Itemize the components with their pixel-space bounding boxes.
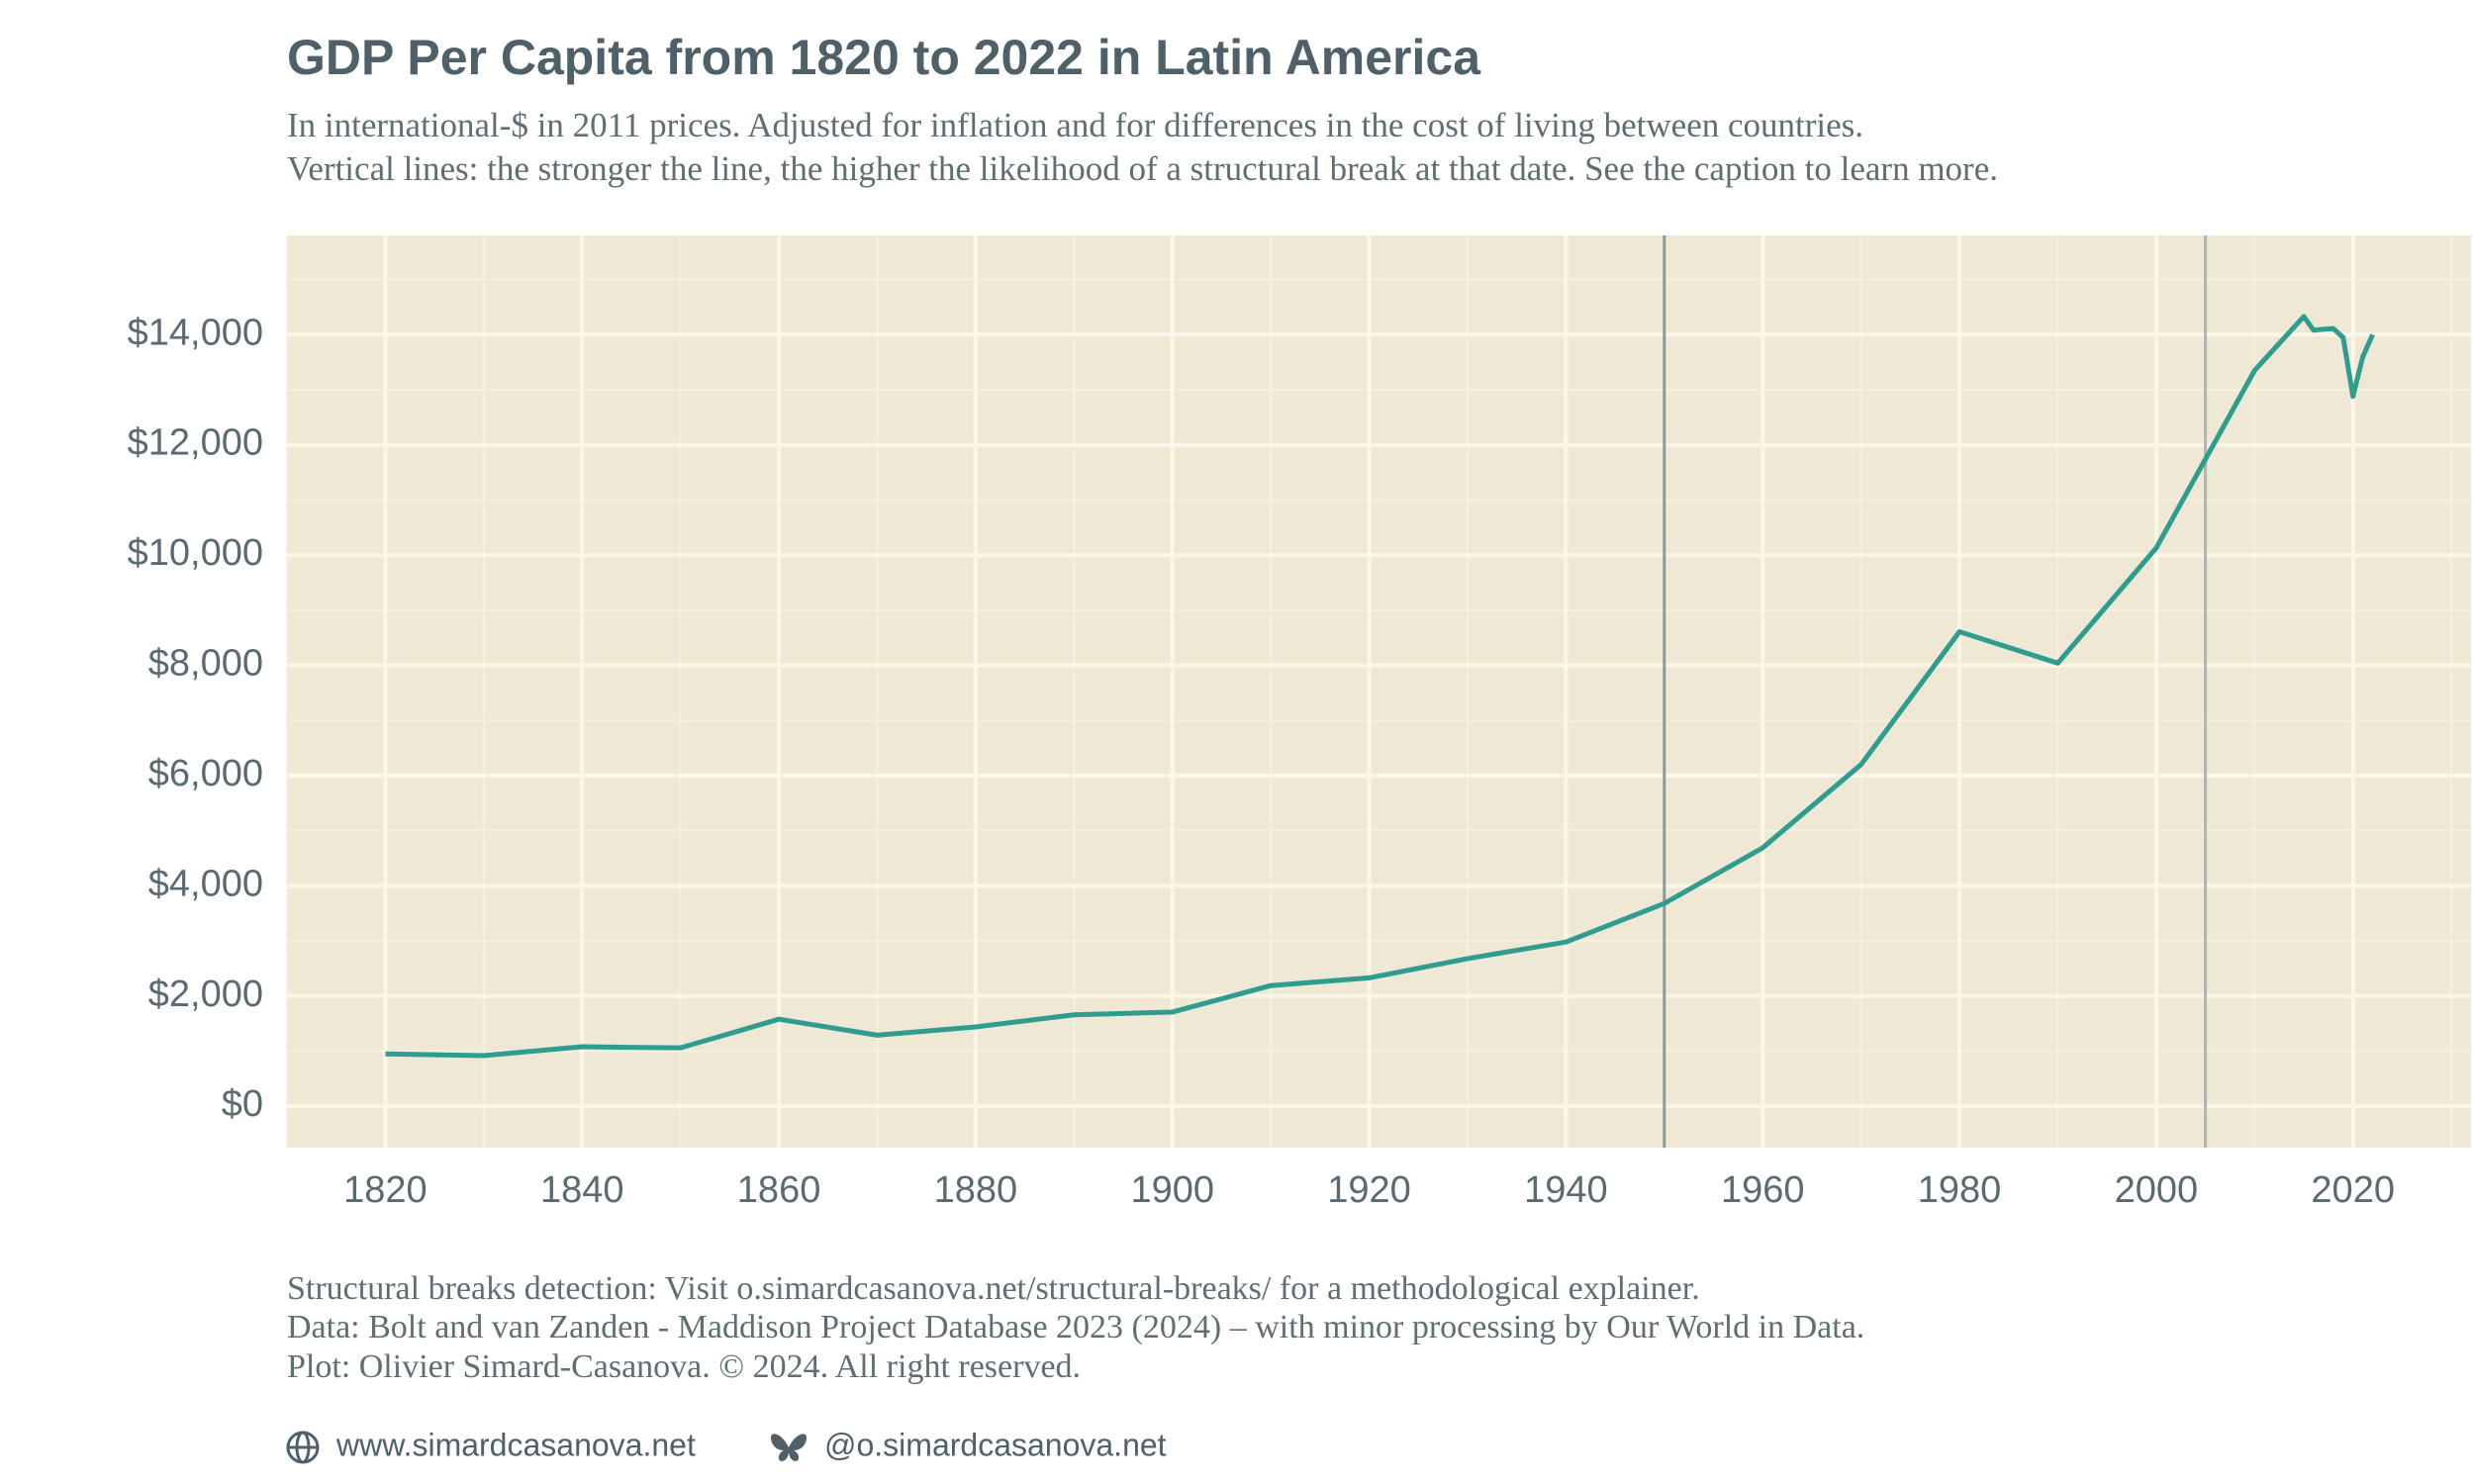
- y-tick-label: $14,000: [128, 312, 263, 353]
- y-tick-label: $6,000: [148, 753, 263, 794]
- x-tick-label: 1820: [343, 1169, 428, 1211]
- data-line: [385, 314, 2375, 1059]
- plot-layer: $0 $2,000 $4,000 $6,000 $8,000 $10,000 $12,000…: [128, 235, 2471, 1211]
- x-tick-label: 1880: [934, 1169, 1018, 1211]
- website-link[interactable]: www.simardcasanova.net: [335, 1427, 696, 1462]
- y-tick-label: $4,000: [148, 863, 263, 904]
- y-tick-label: $12,000: [128, 422, 263, 464]
- x-tick-label: 2020: [2311, 1169, 2395, 1211]
- chart-title: GDP Per Capita from 1820 to 2022 in Lati…: [287, 30, 1481, 85]
- y-tick-label: $0: [222, 1083, 263, 1125]
- caption: Plot: Olivier Simard-Casanova. © 2024. A…: [287, 1348, 1081, 1385]
- x-tick-label: 1940: [1524, 1169, 1608, 1211]
- y-tick-label: $8,000: [148, 643, 263, 685]
- x-tick-label: 1840: [540, 1169, 624, 1211]
- butterfly-icon: [770, 1434, 808, 1461]
- social-link[interactable]: @o.simardcasanova.net: [824, 1427, 1167, 1462]
- x-tick-label: 1980: [1918, 1169, 2002, 1211]
- x-tick-label: 1900: [1130, 1169, 1214, 1211]
- x-tick-label: 1960: [1721, 1169, 1805, 1211]
- x-tick-label: 1860: [737, 1169, 821, 1211]
- globe-icon: [286, 1431, 320, 1464]
- x-tick-label: 1920: [1327, 1169, 1411, 1211]
- subtitle: Vertical lines: the stronger the line, t…: [287, 149, 1998, 188]
- x-tick-label: 2000: [2115, 1169, 2199, 1211]
- caption: Structural breaks detection: Visit o.sim…: [287, 1270, 1700, 1307]
- plot-panel: [287, 235, 2471, 1148]
- caption: Data: Bolt and van Zanden - Maddison Pro…: [287, 1309, 1864, 1345]
- y-tick-label: $2,000: [148, 974, 263, 1015]
- y-tick-label: $10,000: [128, 532, 263, 574]
- subtitle: In international-$ in 2011 prices. Adjus…: [287, 106, 1863, 144]
